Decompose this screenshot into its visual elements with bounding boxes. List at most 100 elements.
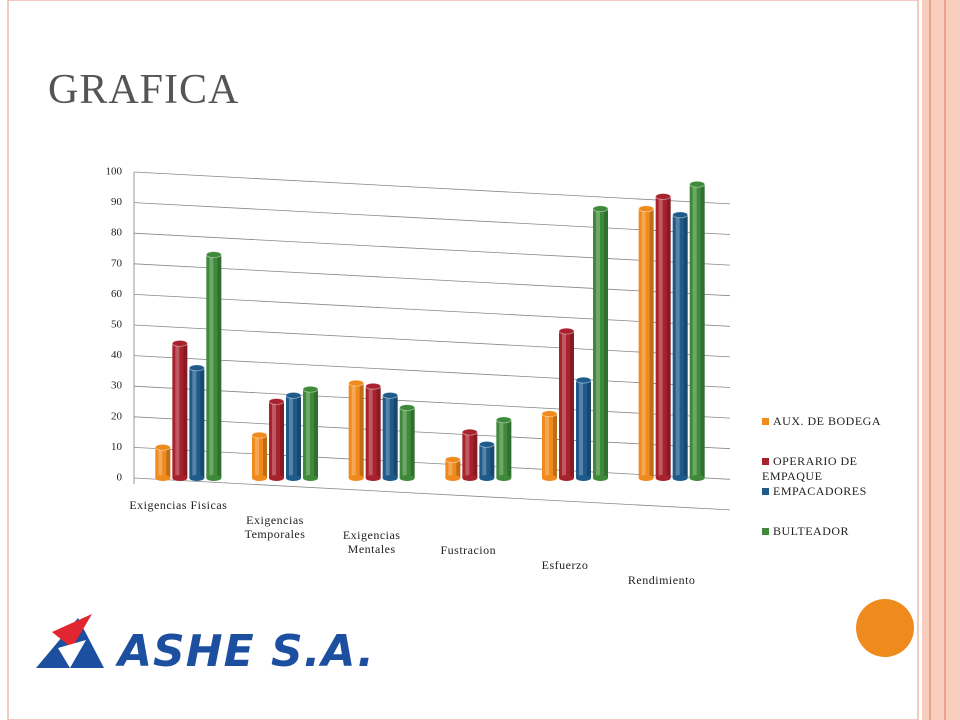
bar-shade [359, 383, 364, 478]
bar-shade [166, 447, 171, 478]
bar-base [303, 475, 318, 481]
bar-cap [302, 385, 319, 393]
bar-shade [280, 401, 284, 478]
bar [638, 205, 655, 481]
legend-swatch [762, 458, 769, 465]
bar-shade [666, 196, 671, 479]
bar-shade [183, 343, 188, 478]
bar [302, 385, 319, 481]
bar-shine [562, 331, 566, 478]
bar-cap [188, 364, 205, 372]
bar-cap [558, 327, 575, 335]
bar [205, 251, 222, 481]
bar [672, 211, 689, 481]
bar-cap [444, 456, 461, 464]
legend-label: AUX. DE BODEGA [773, 414, 881, 428]
bar-body [206, 254, 222, 478]
legend-entry: AUX. DE BODEGA [762, 414, 912, 429]
bar-shine [209, 254, 214, 478]
grid-line [133, 294, 731, 327]
y-tick-label: 0 [117, 472, 123, 484]
grid-line [133, 232, 731, 266]
grid-line [133, 416, 731, 450]
bar-cap [655, 193, 672, 200]
bar [251, 431, 268, 481]
bar-cap [495, 416, 512, 424]
bar-body [382, 395, 398, 478]
y-tick-label: 50 [111, 319, 123, 331]
orange-dot [856, 599, 914, 657]
bar [399, 404, 416, 481]
x-tick-label: Esfuerzo [541, 558, 589, 572]
slide-title: GRAFICA [48, 67, 240, 113]
bar-shade [683, 214, 688, 478]
bar [154, 443, 171, 481]
bar-base [559, 475, 574, 481]
grid-line [133, 263, 731, 297]
legend-label: BULTEADOR [773, 524, 850, 538]
y-tick-label: 10 [111, 441, 123, 453]
bar-base [189, 475, 205, 481]
legend-label: EMPACADORES [773, 484, 867, 498]
bar-shade [263, 435, 267, 478]
bar-shine [175, 343, 180, 478]
logo-mark [58, 640, 86, 668]
bar-shine [192, 367, 197, 478]
bar-shine [499, 419, 504, 478]
bar-cap [638, 205, 655, 213]
bar-cap [171, 339, 188, 347]
grid-line [133, 324, 731, 358]
y-tick-label: 100 [106, 166, 123, 178]
bar-base [172, 475, 188, 481]
y-tick-label: 40 [111, 349, 123, 361]
bar-shade [604, 208, 608, 478]
bar [382, 391, 399, 481]
bar-base [365, 475, 381, 481]
bar-cap [205, 251, 222, 259]
bar [188, 364, 205, 481]
logo-mark [52, 614, 92, 648]
bar-body [559, 331, 574, 478]
bar-cap [689, 180, 706, 188]
bar-body [252, 435, 267, 478]
bar-shine [385, 395, 390, 478]
bar-shine [306, 389, 310, 478]
x-tick-label: Fustracion [440, 543, 497, 557]
bar-shine [596, 208, 600, 478]
bar-cap [592, 205, 609, 213]
bar-cap [365, 382, 382, 390]
y-tick-label: 90 [111, 196, 123, 208]
bar-body [269, 401, 284, 478]
y-tick-label: 60 [111, 288, 123, 300]
bar [285, 391, 302, 481]
bar-shine [255, 435, 259, 478]
legend-label: OPERARIO DE EMPAQUE [762, 454, 858, 483]
bar [348, 379, 365, 481]
bar-shine [402, 407, 407, 478]
bar-body [399, 407, 415, 478]
y-tick-label: 20 [111, 410, 123, 422]
bar-body [576, 380, 591, 478]
bar-cap [382, 391, 399, 399]
bar-shine [368, 386, 373, 478]
bar-body [593, 208, 608, 478]
x-tick-label: Exigencias Temporales [244, 513, 306, 541]
bar-shade [393, 395, 398, 478]
bar [495, 416, 512, 481]
bar-body [689, 184, 705, 479]
bar-shade [587, 380, 591, 478]
bar-base [269, 475, 284, 481]
bar-cap [348, 379, 365, 387]
bar [461, 428, 478, 481]
bar-body [542, 413, 557, 478]
bar-base [382, 475, 398, 481]
bar-body [348, 383, 364, 478]
bar-shine [272, 401, 276, 478]
bar-cap [672, 211, 689, 219]
bar-base [496, 475, 512, 481]
grid-line [133, 171, 731, 205]
bar [655, 193, 672, 481]
grid-line [133, 385, 731, 419]
bar-cap [251, 431, 268, 439]
